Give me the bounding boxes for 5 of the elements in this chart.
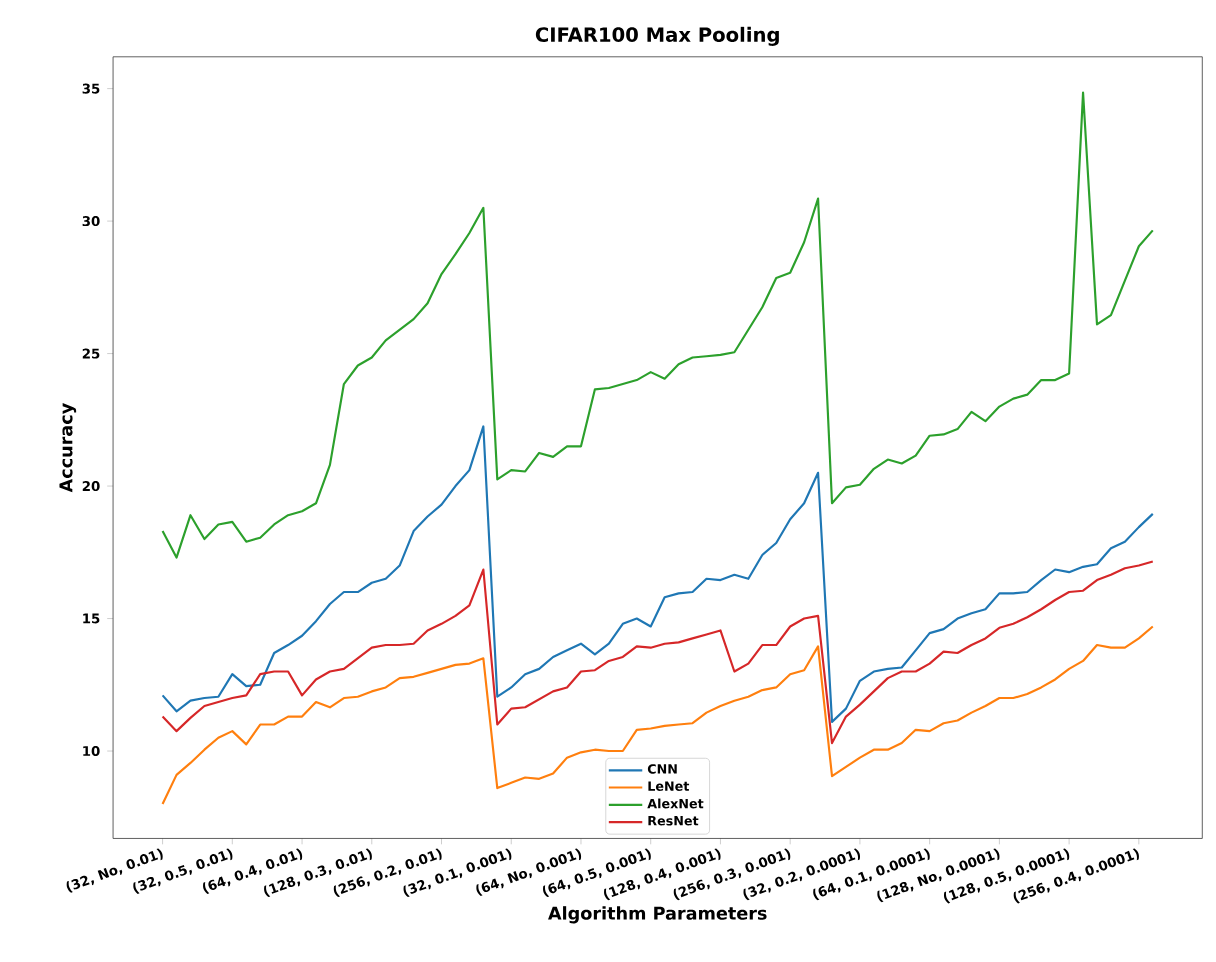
line-series bbox=[161, 425, 1154, 724]
x-axis-title: Algorithm Parameters bbox=[548, 906, 767, 924]
line-series bbox=[161, 625, 1154, 806]
chart-title: CIFAR100 Max Pooling bbox=[535, 26, 779, 47]
y-axis-title: Accuracy bbox=[59, 403, 77, 493]
